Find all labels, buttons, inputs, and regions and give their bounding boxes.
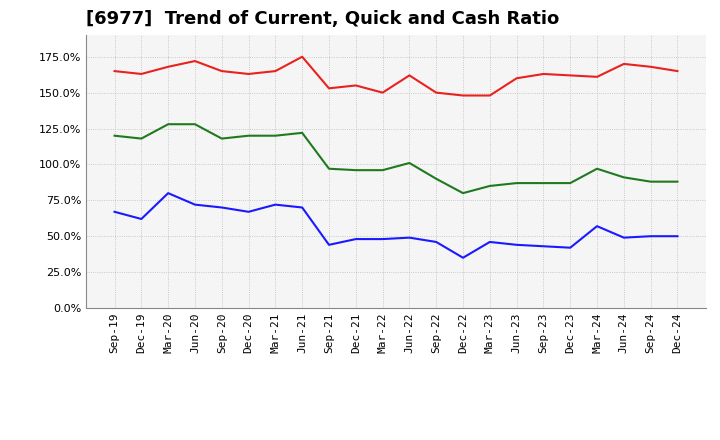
Current Ratio [325,86,333,91]
Current Ratio [405,73,414,78]
Quick Ratio [271,133,279,138]
Cash Ratio [619,235,628,240]
Quick Ratio [539,180,548,186]
Current Ratio [191,59,199,64]
Quick Ratio [325,166,333,171]
Cash Ratio [244,209,253,214]
Cash Ratio [325,242,333,247]
Cash Ratio [378,236,387,242]
Current Ratio [378,90,387,95]
Cash Ratio [217,205,226,210]
Quick Ratio [137,136,145,141]
Current Ratio [217,69,226,74]
Quick Ratio [298,130,307,136]
Quick Ratio [432,176,441,181]
Quick Ratio [459,191,467,196]
Quick Ratio [673,179,682,184]
Quick Ratio [164,121,173,127]
Cash Ratio [539,244,548,249]
Cash Ratio [271,202,279,207]
Quick Ratio [217,136,226,141]
Cash Ratio [673,234,682,239]
Cash Ratio [351,236,360,242]
Current Ratio [298,54,307,59]
Cash Ratio [137,216,145,222]
Cash Ratio [513,242,521,247]
Cash Ratio [647,234,655,239]
Quick Ratio [647,179,655,184]
Current Ratio [593,74,601,80]
Cash Ratio [298,205,307,210]
Current Ratio [271,69,279,74]
Cash Ratio [191,202,199,207]
Current Ratio [673,69,682,74]
Cash Ratio [593,224,601,229]
Line: Quick Ratio: Quick Ratio [114,124,678,193]
Cash Ratio [164,191,173,196]
Current Ratio [485,93,494,98]
Text: [6977]  Trend of Current, Quick and Cash Ratio: [6977] Trend of Current, Quick and Cash … [86,10,559,28]
Current Ratio [432,90,441,95]
Quick Ratio [110,133,119,138]
Current Ratio [619,61,628,66]
Current Ratio [566,73,575,78]
Quick Ratio [593,166,601,171]
Quick Ratio [485,183,494,189]
Current Ratio [351,83,360,88]
Cash Ratio [405,235,414,240]
Cash Ratio [485,239,494,245]
Quick Ratio [351,168,360,173]
Quick Ratio [378,168,387,173]
Line: Cash Ratio: Cash Ratio [114,193,678,258]
Quick Ratio [566,180,575,186]
Cash Ratio [566,245,575,250]
Current Ratio [647,64,655,70]
Quick Ratio [405,160,414,165]
Current Ratio [244,71,253,77]
Line: Current Ratio: Current Ratio [114,57,678,95]
Cash Ratio [459,255,467,260]
Current Ratio [459,93,467,98]
Quick Ratio [619,175,628,180]
Quick Ratio [513,180,521,186]
Current Ratio [513,76,521,81]
Current Ratio [539,71,548,77]
Current Ratio [164,64,173,70]
Cash Ratio [432,239,441,245]
Current Ratio [110,69,119,74]
Current Ratio [137,71,145,77]
Quick Ratio [191,121,199,127]
Cash Ratio [110,209,119,214]
Quick Ratio [244,133,253,138]
